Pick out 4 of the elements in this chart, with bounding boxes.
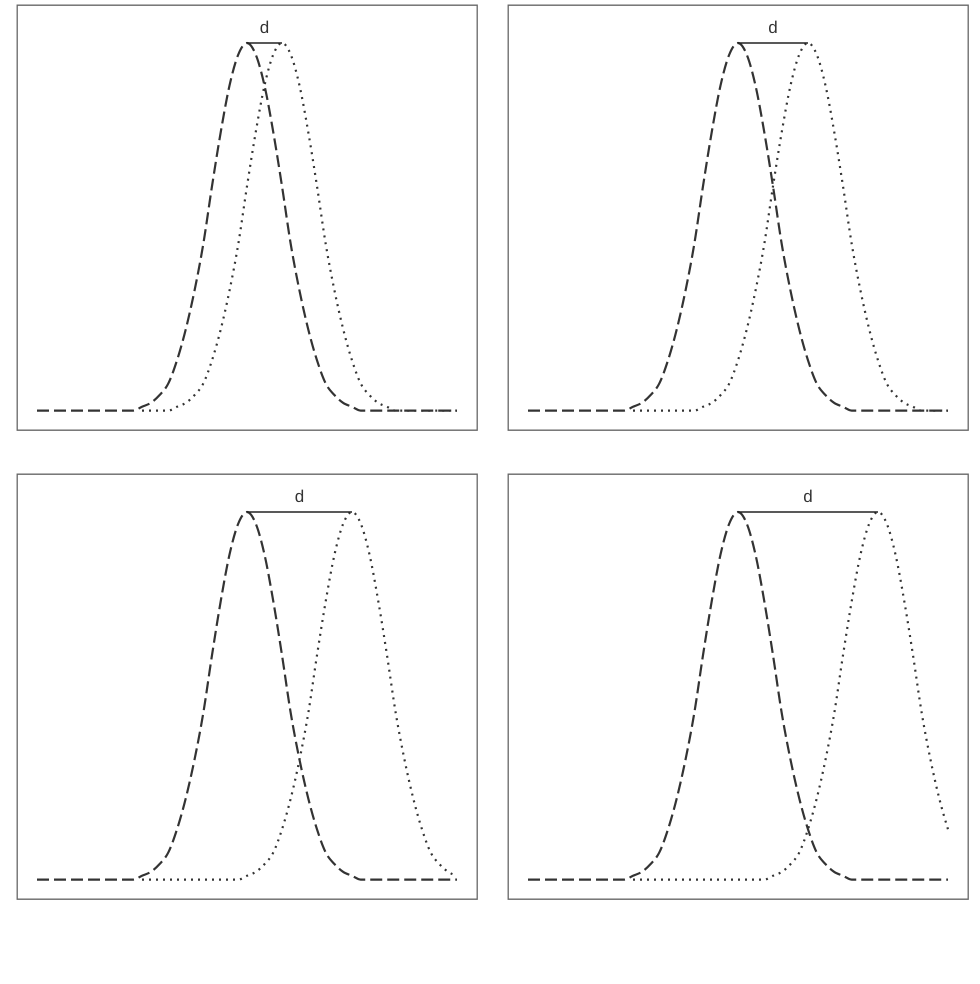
text: d — [768, 18, 778, 37]
text: d — [803, 487, 813, 506]
text: d — [294, 487, 304, 506]
text: d — [260, 18, 270, 37]
